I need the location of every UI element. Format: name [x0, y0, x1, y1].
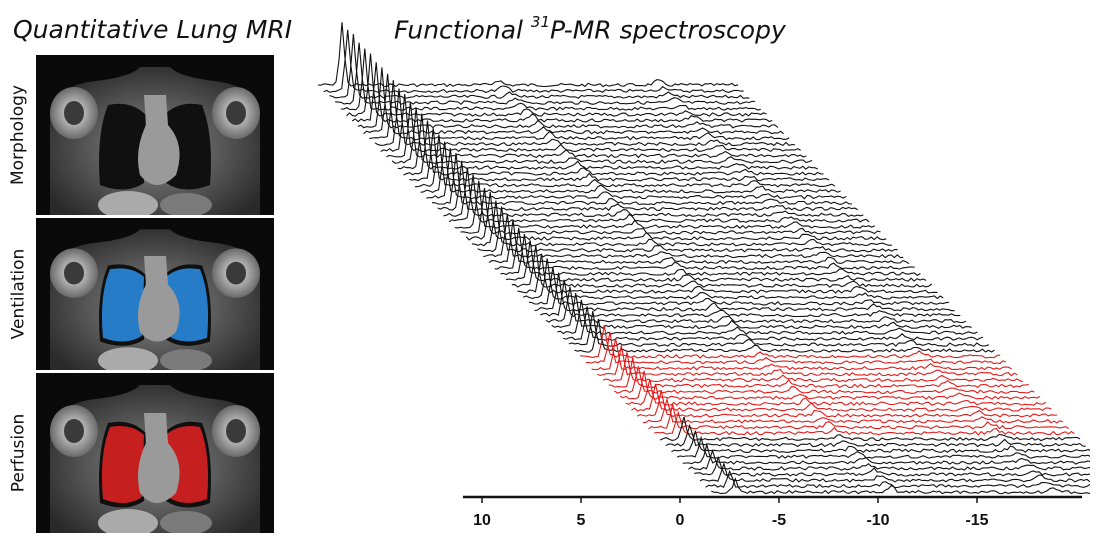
spectrum-trace-highlighted — [597, 345, 1018, 377]
spectrum-trace — [506, 240, 927, 282]
spectrum-trace-highlighted — [591, 338, 1012, 371]
spectrum-trace — [477, 206, 898, 253]
spectrum-trace — [682, 442, 1090, 465]
spectrum-trace — [688, 448, 1090, 471]
axis-tick-label: -10 — [866, 512, 889, 529]
spectrum-trace — [528, 267, 949, 306]
spectrum-trace — [420, 141, 841, 194]
spectrum-trace — [699, 461, 1090, 483]
spectrum-trace — [483, 214, 904, 259]
spectrum-trace-highlighted — [625, 379, 1047, 406]
perfusion-label: Perfusion — [8, 413, 29, 493]
spectrum-trace — [443, 167, 864, 218]
spectrum-trace — [414, 134, 836, 188]
morphology-mri-image — [36, 55, 274, 215]
spectrum-trace-highlighted — [642, 397, 1064, 424]
spectrum-trace — [522, 258, 944, 300]
spectrum-trace — [517, 253, 938, 294]
spectroscopy-title-prefix: Functional — [394, 15, 531, 45]
spectrum-trace — [705, 469, 1090, 489]
spectrum-trace — [494, 227, 915, 271]
spectrum-trace-highlighted — [580, 325, 1001, 359]
spectrum-trace — [545, 286, 967, 324]
spectrum-trace — [659, 416, 1081, 442]
spectrum-trace — [460, 188, 881, 235]
spectrum-trace — [671, 430, 1090, 454]
spectrum-trace — [568, 310, 989, 347]
spectrum-trace-highlighted — [608, 357, 1029, 389]
spectrum-trace — [431, 152, 853, 206]
spectrum-trace — [437, 160, 858, 212]
perfusion-label-wrap: Perfusion — [0, 373, 36, 533]
spectrum-trace — [511, 245, 933, 288]
spectrum-trace-highlighted — [614, 366, 1035, 395]
spectrum-trace-highlighted — [585, 332, 1007, 365]
spectrum-trace — [448, 174, 870, 223]
spectrum-trace-highlighted — [648, 403, 1069, 430]
spectrum-trace-highlighted — [602, 352, 1024, 383]
spectrum-trace — [454, 180, 876, 229]
spectrum-trace — [317, 22, 739, 88]
ventilation-mri-image — [36, 218, 274, 370]
spectrum-trace — [471, 200, 892, 247]
axis-tick-label: 5 — [577, 512, 586, 529]
spectrum-trace — [409, 128, 830, 182]
spectrum-trace-highlighted — [636, 389, 1058, 418]
spectrum-trace — [694, 455, 1090, 477]
spectrum-trace — [540, 279, 961, 318]
spectrum-trace — [665, 423, 1086, 448]
axis-tick-label: -15 — [965, 512, 988, 529]
spectrum-trace — [465, 191, 887, 241]
spectrum-trace — [557, 299, 978, 335]
ventilation-label: Ventilation — [8, 248, 29, 340]
spectrum-trace-highlighted — [654, 410, 1075, 436]
spectrum-trace — [574, 318, 995, 353]
perfusion-mri-image — [36, 373, 274, 533]
axis-tick-label: 0 — [676, 512, 685, 529]
spectrum-trace — [426, 148, 847, 200]
mri-title: Quantitative Lung MRI — [13, 15, 293, 44]
spectrum-trace — [488, 219, 910, 265]
spectrum-trace-highlighted — [619, 370, 1041, 401]
spectrum-trace — [403, 120, 824, 176]
spectrum-trace — [500, 234, 921, 277]
spectrum-trace — [534, 272, 955, 312]
spectrum-trace-highlighted — [631, 383, 1052, 412]
spectrum-trace — [711, 477, 1090, 495]
axis-tick-label: 10 — [473, 512, 491, 529]
spectrum-trace — [676, 435, 1090, 459]
morphology-label-wrap: Morphology — [0, 55, 36, 215]
spectroscopy-title-suffix: P-MR spectroscopy — [550, 15, 786, 45]
axis-ticks: 10 5 0 -5 -10 -15 — [473, 497, 989, 529]
spectroscopy-title: Functional 31P-MR spectroscopy — [394, 13, 786, 45]
spectrum-trace — [562, 306, 984, 341]
spectra-waterfall-plot: 10 5 0 -5 -10 -15 — [317, 22, 1090, 529]
spectrum-trace — [551, 293, 972, 330]
ventilation-label-wrap: Ventilation — [0, 218, 36, 370]
axis-tick-label: -5 — [772, 512, 786, 529]
spectrum-trace — [323, 29, 744, 94]
morphology-label: Morphology — [8, 85, 28, 185]
isotope-superscript: 31 — [530, 13, 550, 31]
spectra-traces — [317, 22, 1090, 495]
